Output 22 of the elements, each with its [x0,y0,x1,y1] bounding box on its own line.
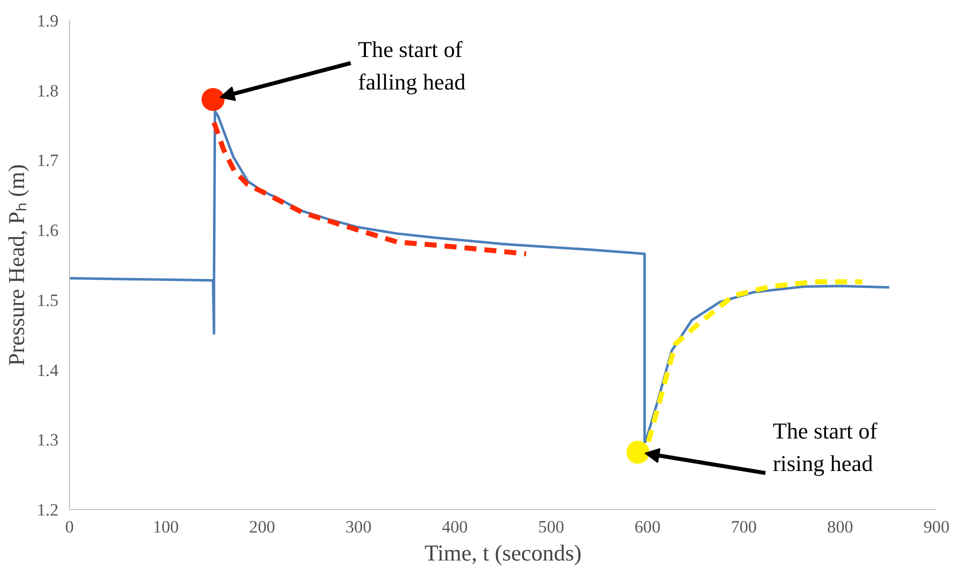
y-axis-title: Pressure Head, Pₕ (m) [4,164,29,366]
y-tick-label: 1.9 [36,12,59,30]
annotation: The start of rising head [772,418,878,476]
x-tick-label: 200 [249,518,276,536]
y-tick-label: 1.5 [36,290,59,310]
y-tick-label: 1.4 [36,360,59,380]
x-tick-label: 100 [152,518,179,536]
x-axis-title: Time, t (seconds) [424,540,582,566]
y-tick-label: 1.7 [36,151,59,170]
x-tick-label: 600 [634,518,661,536]
x-tick-label: 300 [346,518,372,536]
y-tick-label: 1.6 [36,221,59,240]
x-tick-label: 0 [65,518,74,536]
y-tick-label: 1.3 [36,430,59,450]
x-tick-label: 700 [730,518,757,536]
y-tick-label: 1.2 [36,500,59,520]
x-tick-label: 400 [442,518,468,536]
annotation: The start of falling head [358,36,466,94]
x-tick-label: 900 [924,518,950,536]
y-tick-label: 1.8 [36,81,59,100]
x-tick-label: 500 [538,518,564,536]
x-tick-label: 800 [827,518,854,536]
